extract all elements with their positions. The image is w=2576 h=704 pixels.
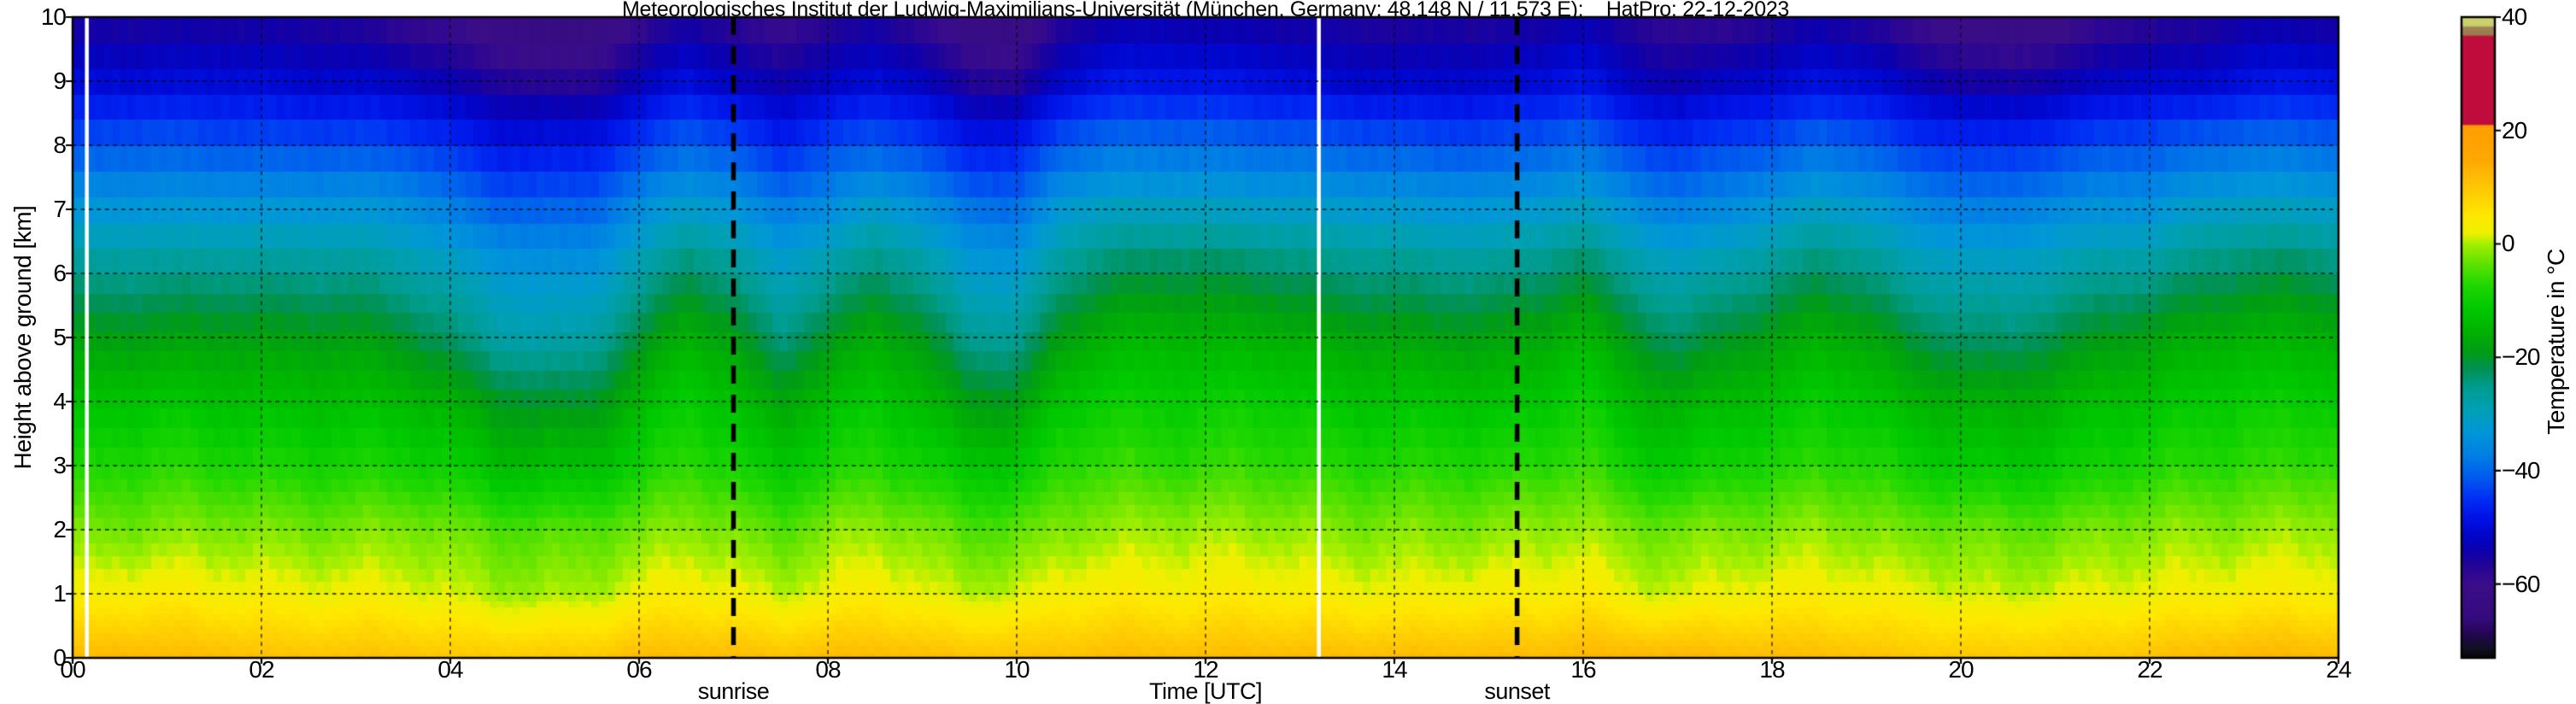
y-tick-label: 3 <box>53 452 67 478</box>
y-tick-label: 0 <box>53 644 67 671</box>
colorbar-tick-label: 40 <box>2502 3 2527 30</box>
y-tick-label: 7 <box>53 196 67 222</box>
heatmap-canvas <box>73 17 2338 658</box>
y-tick-label: 9 <box>53 67 67 94</box>
y-tick-label: 1 <box>53 580 67 607</box>
colorbar-tick-label: −20 <box>2502 343 2540 371</box>
x-tick-label: 16 <box>1570 656 1596 683</box>
x-tick-label: 06 <box>626 656 652 683</box>
y-tick-label: 5 <box>53 324 67 350</box>
x-tick-label: 18 <box>1759 656 1785 683</box>
x-tick-label: 24 <box>2326 656 2351 683</box>
sunset-label: sunset <box>1484 678 1550 704</box>
y-tick-label: 6 <box>53 260 67 286</box>
y-tick-label: 10 <box>40 3 67 30</box>
x-tick-label: 20 <box>1948 656 1974 683</box>
y-tick-label: 2 <box>53 516 67 543</box>
x-axis-label: Time [UTC] <box>1149 678 1263 704</box>
y-tick-label: 8 <box>53 132 67 158</box>
sunrise-label: sunrise <box>697 678 770 704</box>
x-tick-label: 14 <box>1382 656 1407 683</box>
colorbar-tick-label: −40 <box>2502 456 2540 484</box>
colorbar-label: Temperature in °C <box>2543 249 2569 435</box>
chart-title: Meteorologisches Institut der Ludwig-Max… <box>621 0 1790 21</box>
y-tick-label: 4 <box>53 388 67 414</box>
colorbar-canvas <box>2462 17 2495 658</box>
colorbar-tick-label: 20 <box>2502 116 2527 144</box>
x-tick-label: 12 <box>1193 656 1218 683</box>
x-tick-label: 04 <box>437 656 463 683</box>
colorbar-tick-label: 0 <box>2502 230 2515 257</box>
colorbar-tick-label: −60 <box>2502 570 2540 597</box>
x-tick-label: 22 <box>2137 656 2162 683</box>
x-tick-label: 00 <box>60 656 85 683</box>
x-tick-label: 08 <box>815 656 841 683</box>
x-tick-label: 10 <box>1004 656 1030 683</box>
x-tick-label: 02 <box>249 656 274 683</box>
